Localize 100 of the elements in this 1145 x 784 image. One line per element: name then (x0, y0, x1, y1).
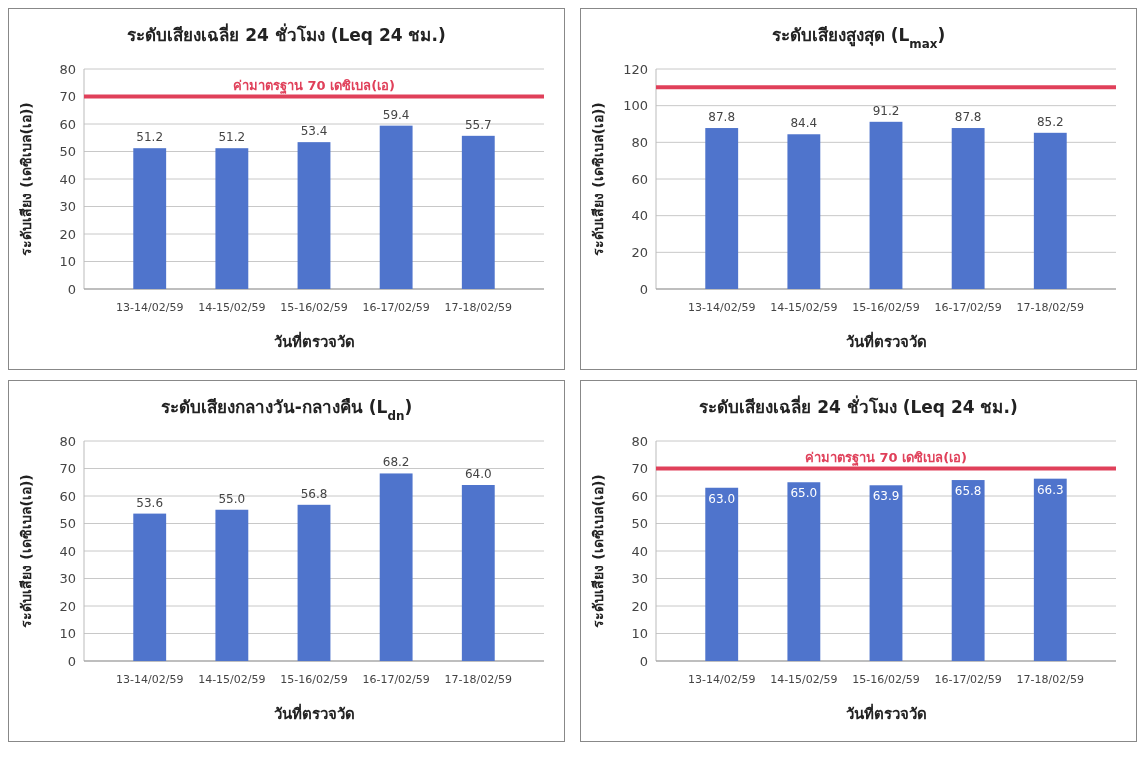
bar (379, 473, 413, 661)
data-label: 63.0 (708, 491, 736, 506)
x-tick-label: 17-18/02/59 (444, 673, 512, 686)
bar (705, 128, 739, 289)
x-tick-label: 14-15/02/59 (770, 673, 838, 686)
y-tick-label: 80 (59, 433, 76, 449)
y-tick-label: 40 (631, 543, 648, 559)
y-tick-label: 40 (631, 208, 648, 224)
chart-title: ระดับเสียงสูงสุด (L$_{max}$) (771, 25, 946, 51)
y-tick-label: 70 (59, 461, 76, 477)
y-tick-label: 50 (59, 516, 76, 532)
x-axis-title: วันที่ตรวจวัด (845, 331, 927, 351)
y-tick-label: 20 (631, 598, 648, 614)
y-axis-title: ระดับเสียง (เดซิเบล(เอ)) (590, 102, 606, 256)
data-label: 65.0 (790, 486, 818, 501)
bar (1033, 132, 1067, 289)
data-label: 64.0 (464, 467, 492, 481)
y-tick-label: 20 (59, 226, 76, 242)
y-tick-label: 20 (59, 598, 76, 614)
y-axis-title: ระดับเสียง (เดซิเบล(เอ)) (590, 474, 606, 628)
x-tick-label: 13-14/02/59 (116, 673, 184, 686)
data-label: 87.8 (954, 110, 982, 125)
data-label: 84.4 (790, 116, 818, 131)
bar (951, 128, 985, 289)
y-tick-label: 60 (631, 488, 648, 504)
y-tick-label: 70 (631, 461, 648, 477)
x-tick-label: 17-18/02/59 (1016, 673, 1084, 686)
y-tick-label: 40 (59, 543, 76, 559)
x-tick-label: 13-14/02/59 (688, 301, 756, 314)
x-tick-label: 16-17/02/59 (934, 673, 1002, 686)
y-axis-title: ระดับเสียง (เดซิเบล(เอ)) (18, 102, 34, 256)
x-tick-label: 15-16/02/59 (280, 673, 348, 686)
x-tick-label: 13-14/02/59 (116, 301, 184, 314)
y-tick-label: 10 (631, 626, 648, 642)
x-tick-label: 16-17/02/59 (362, 673, 430, 686)
bar (215, 509, 249, 661)
y-tick-label: 60 (59, 488, 76, 504)
y-axis-title: ระดับเสียง (เดซิเบล(เอ)) (18, 474, 34, 628)
data-label: 63.9 (872, 489, 900, 504)
y-tick-label: 50 (631, 516, 648, 532)
bar (951, 480, 985, 661)
y-tick-label: 30 (59, 199, 76, 215)
data-label: 55.0 (218, 491, 246, 506)
y-tick-label: 40 (59, 171, 76, 187)
x-axis-title: วันที่ตรวจวัด (273, 703, 355, 723)
bar (787, 482, 821, 661)
bar (461, 485, 495, 661)
bar (787, 134, 821, 289)
y-tick-label: 0 (639, 653, 648, 669)
x-tick-label: 16-17/02/59 (362, 301, 430, 314)
data-label: 66.3 (1036, 482, 1064, 497)
y-tick-label: 30 (631, 571, 648, 587)
x-tick-label: 15-16/02/59 (852, 673, 920, 686)
y-tick-label: 80 (631, 134, 648, 150)
data-label: 87.8 (708, 110, 736, 125)
y-tick-label: 80 (631, 433, 648, 449)
y-tick-label: 80 (59, 61, 76, 77)
x-tick-label: 14-15/02/59 (198, 673, 266, 686)
bar (869, 121, 903, 289)
y-tick-label: 0 (639, 281, 648, 297)
x-tick-label: 15-16/02/59 (280, 301, 348, 314)
x-axis-title: วันที่ตรวจวัด (845, 703, 927, 723)
ref-line-label: ค่ามาตรฐาน 70 เดซิเบล(เอ) (232, 77, 396, 95)
bar (133, 513, 167, 661)
data-label: 85.2 (1036, 114, 1064, 129)
data-label: 51.2 (136, 130, 164, 145)
y-tick-label: 70 (59, 89, 76, 105)
data-label: 51.2 (218, 130, 246, 145)
x-tick-label: 14-15/02/59 (770, 301, 838, 314)
x-tick-label: 15-16/02/59 (852, 301, 920, 314)
y-tick-label: 0 (67, 653, 76, 669)
bar (869, 485, 903, 661)
y-tick-label: 10 (59, 254, 76, 270)
bar (705, 487, 739, 661)
y-tick-label: 120 (623, 61, 648, 77)
chart-title: ระดับเสียงกลางวัน-กลางคืน (L$_{dn}$) (160, 397, 413, 423)
y-tick-label: 100 (623, 98, 648, 114)
bar (1033, 478, 1067, 661)
bar (297, 504, 331, 661)
y-tick-label: 60 (631, 171, 648, 187)
data-label: 65.8 (954, 484, 982, 499)
x-tick-label: 14-15/02/59 (198, 301, 266, 314)
data-label: 53.4 (300, 124, 328, 139)
y-tick-label: 50 (59, 144, 76, 160)
x-tick-label: 17-18/02/59 (444, 301, 512, 314)
data-label: 59.4 (382, 107, 410, 122)
chart-title: ระดับเสียงเฉลี่ย 24 ชั่วโมง (Leq 24 ชม.) (699, 395, 1018, 417)
x-tick-label: 16-17/02/59 (934, 301, 1002, 314)
chart-title: ระดับเสียงเฉลี่ย 24 ชั่วโมง (Leq 24 ชม.) (127, 23, 446, 45)
ref-line-label: ค่ามาตรฐาน 70 เดซิเบล(เอ) (804, 449, 968, 467)
x-tick-label: 17-18/02/59 (1016, 301, 1084, 314)
data-label: 68.2 (382, 455, 410, 470)
y-tick-label: 60 (59, 116, 76, 132)
data-label: 91.2 (872, 103, 900, 118)
x-axis-title: วันที่ตรวจวัด (273, 331, 355, 351)
data-label: 53.6 (136, 495, 164, 510)
y-tick-label: 10 (59, 626, 76, 642)
data-label: 56.8 (300, 486, 328, 501)
y-tick-label: 30 (59, 571, 76, 587)
y-tick-label: 20 (631, 244, 648, 260)
